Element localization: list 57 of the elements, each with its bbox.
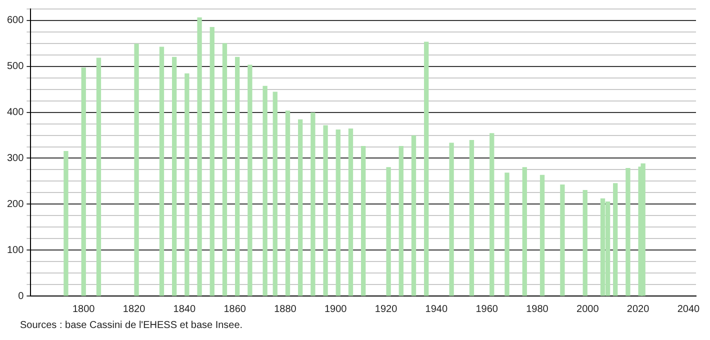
bar	[222, 43, 228, 296]
bar	[613, 183, 618, 296]
bar	[411, 135, 416, 296]
y-tick-label: 600	[6, 15, 24, 26]
bar	[386, 167, 391, 296]
bar	[159, 46, 164, 296]
bar	[272, 92, 278, 296]
bar	[172, 56, 177, 296]
y-tick-label: 0	[18, 290, 24, 302]
x-tick-label: 1920	[374, 304, 398, 315]
bar	[626, 168, 630, 296]
bar	[235, 56, 240, 296]
bar	[469, 140, 474, 296]
y-tick-label: 100	[6, 244, 24, 256]
bar	[424, 42, 429, 296]
x-tick-label: 1840	[173, 304, 196, 315]
bar	[522, 167, 527, 296]
bar	[449, 142, 454, 296]
x-tick-label: 1900	[324, 304, 348, 315]
y-tick-label: 400	[6, 107, 24, 118]
bar	[361, 146, 366, 296]
x-tick-label: 1860	[224, 304, 246, 315]
bar	[640, 163, 646, 296]
x-tick-label: 1880	[274, 304, 297, 315]
bar	[81, 67, 86, 296]
bar	[96, 58, 102, 296]
bar	[285, 110, 290, 296]
y-tick-label: 200	[6, 198, 24, 210]
x-tick-label: 2020	[626, 304, 650, 315]
bar	[490, 133, 494, 296]
bar	[540, 174, 545, 296]
bar	[323, 125, 328, 296]
bar	[504, 172, 510, 296]
bar	[310, 112, 316, 296]
y-tick-label: 500	[6, 61, 24, 72]
bar	[197, 17, 202, 296]
x-tick-label: 2040	[677, 304, 700, 315]
bar	[336, 129, 340, 296]
bar	[398, 146, 404, 296]
source-note: Sources : base Cassini de l'EHESS et base Insee.	[20, 320, 243, 331]
x-tick-label: 1980	[526, 304, 549, 315]
x-tick-label: 2000	[576, 304, 600, 315]
bar	[298, 119, 303, 296]
bar	[582, 190, 588, 296]
bar	[134, 44, 139, 296]
bar	[184, 73, 190, 296]
bar	[348, 128, 354, 296]
y-tick-label: 300	[6, 152, 24, 164]
x-tick-label: 1940	[425, 304, 448, 315]
x-tick-label: 1960	[476, 304, 498, 315]
x-tick-label: 1800	[72, 304, 96, 315]
x-tick-label: 1820	[122, 304, 146, 315]
bar	[560, 184, 565, 296]
bar	[262, 86, 268, 296]
bar	[248, 64, 252, 296]
bar	[210, 27, 214, 296]
bar	[64, 151, 68, 296]
